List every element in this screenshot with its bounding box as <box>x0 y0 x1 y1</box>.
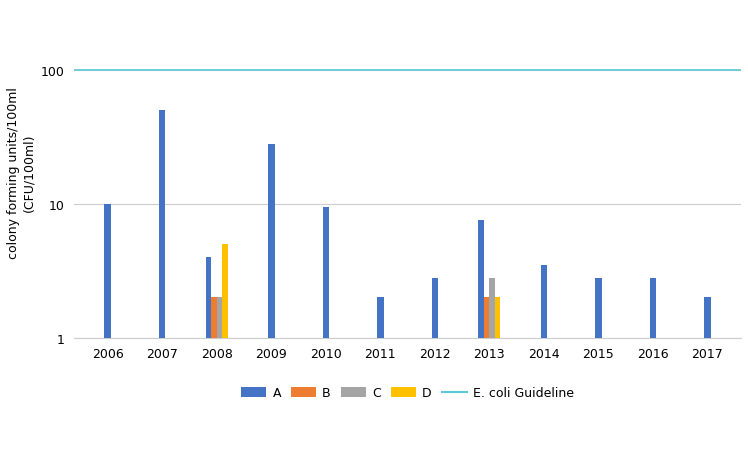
Bar <box>479 221 484 451</box>
Bar <box>217 298 222 451</box>
Bar <box>322 207 329 451</box>
Bar <box>377 298 384 451</box>
Bar <box>432 278 438 451</box>
Y-axis label: colony forming units/100ml
(CFU/100ml): colony forming units/100ml (CFU/100ml) <box>7 87 35 258</box>
Bar <box>489 278 495 451</box>
Bar <box>159 111 165 451</box>
Bar <box>268 144 275 451</box>
Bar <box>206 258 211 451</box>
Bar <box>595 278 601 451</box>
Bar <box>484 298 489 451</box>
Bar <box>650 278 656 451</box>
Bar <box>105 204 111 451</box>
Bar <box>495 298 500 451</box>
Bar <box>541 265 548 451</box>
Bar <box>211 298 217 451</box>
Bar <box>704 298 711 451</box>
Legend: A, B, C, D, E. coli Guideline: A, B, C, D, E. coli Guideline <box>236 382 579 405</box>
Bar <box>222 244 227 451</box>
